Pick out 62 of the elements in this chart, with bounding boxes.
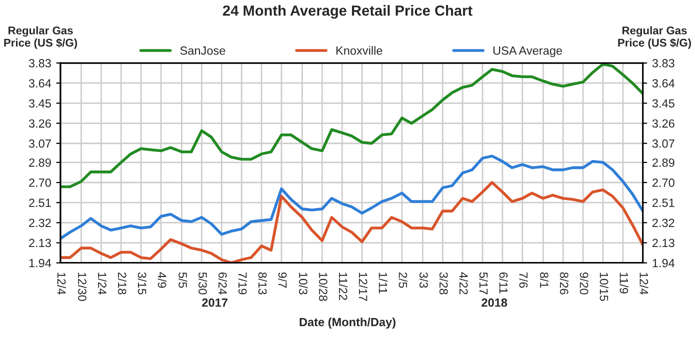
y2-tick-label: 2.13 — [652, 238, 674, 248]
x-tick-label: 12/4 — [640, 272, 648, 295]
x-tick-label: 5/17 — [479, 272, 488, 294]
x-tick-label: 1/11 — [378, 272, 388, 294]
y2-tick-label: 3.83 — [652, 59, 674, 68]
y-tick-label: 1.94 — [29, 258, 52, 268]
x-tick-label: 2/5 — [398, 272, 408, 288]
legend-label: SanJose — [180, 46, 226, 55]
x-tick-label: 4/22 — [459, 272, 468, 294]
y-tick-label: 3.07 — [28, 139, 51, 148]
x-tick-label: 8/1 — [540, 272, 549, 288]
y-tick-label: 2.51 — [29, 198, 51, 207]
x-tick-label: 9/20 — [580, 272, 589, 294]
x-axis-title: Date (Month/Day) — [300, 318, 396, 329]
x-tick-label: 2/18 — [118, 272, 127, 294]
text: 2018 — [482, 298, 508, 307]
y2-tick-label: 1.94 — [652, 258, 675, 268]
x-tick-label: 8/26 — [560, 272, 569, 294]
x-tick-label: 1/24 — [98, 272, 107, 295]
x-tick-label: 12/4 — [57, 272, 66, 295]
x-tick-label: 10/15 — [600, 272, 608, 301]
x-tick-label: 12/17 — [358, 272, 368, 301]
chart-title: 24 Month Average Retail Price Chart — [222, 5, 472, 19]
y2-tick-label: 2.32 — [652, 218, 674, 228]
x-tick-label: 5/5 — [178, 272, 188, 288]
y2-tick-label: 3.45 — [652, 99, 674, 108]
legend-label: Knoxville — [336, 46, 382, 55]
x-tick-label: 3/28 — [439, 272, 448, 294]
x-tick-label: 3/15 — [138, 272, 147, 294]
y-tick-label: 2.89 — [29, 158, 51, 167]
x-tick-label: 5/30 — [198, 272, 208, 294]
y-tick-label: 2.32 — [29, 218, 51, 228]
legend-label: USA Average — [493, 46, 562, 58]
y2-tick-label: 2.70 — [652, 178, 674, 187]
y-axis-title: Regular Gas Price (US $/G) — [4, 26, 78, 49]
y2-axis-title: Regular Gas Price (US $/G) — [618, 26, 691, 49]
x-tick-label: 3/3 — [420, 272, 428, 288]
x-tick-label: 7/6 — [519, 272, 528, 288]
x-tick-label: 7/19 — [238, 272, 248, 294]
y-tick-label: 3.26 — [28, 119, 51, 128]
y2-tick-label: 3.26 — [652, 119, 674, 128]
y-tick-label: 2.70 — [29, 178, 51, 187]
y2-tick-label: 3.64 — [652, 79, 675, 88]
y-tick-label: 3.64 — [28, 79, 52, 88]
x-tick-label: 11/9 — [620, 272, 628, 294]
x-tick-label: 11/22 — [338, 272, 348, 300]
x-tick-label: 4/9 — [158, 272, 166, 288]
line-series — [60, 154, 643, 240]
y-tick-label: 3.83 — [28, 59, 51, 68]
x-tick-label: 8/13 — [258, 272, 268, 294]
y2-tick-label: 3.07 — [652, 139, 674, 148]
y2-tick-label: 2.51 — [652, 198, 674, 207]
x-tick-label: 6/24 — [218, 272, 228, 295]
x-tick-label: 12/30 — [78, 272, 87, 301]
y-tick-label: 2.13 — [29, 238, 51, 248]
y2-tick-label: 2.89 — [652, 158, 674, 167]
x-tick-label: 6/11 — [499, 272, 508, 294]
x-tick-label: 9/7 — [278, 272, 287, 288]
y-tick-label: 3.45 — [28, 99, 51, 108]
text: 2017 — [202, 298, 228, 307]
x-tick-label: 10/3 — [299, 272, 308, 294]
x-tick-label: 10/28 — [318, 272, 328, 301]
